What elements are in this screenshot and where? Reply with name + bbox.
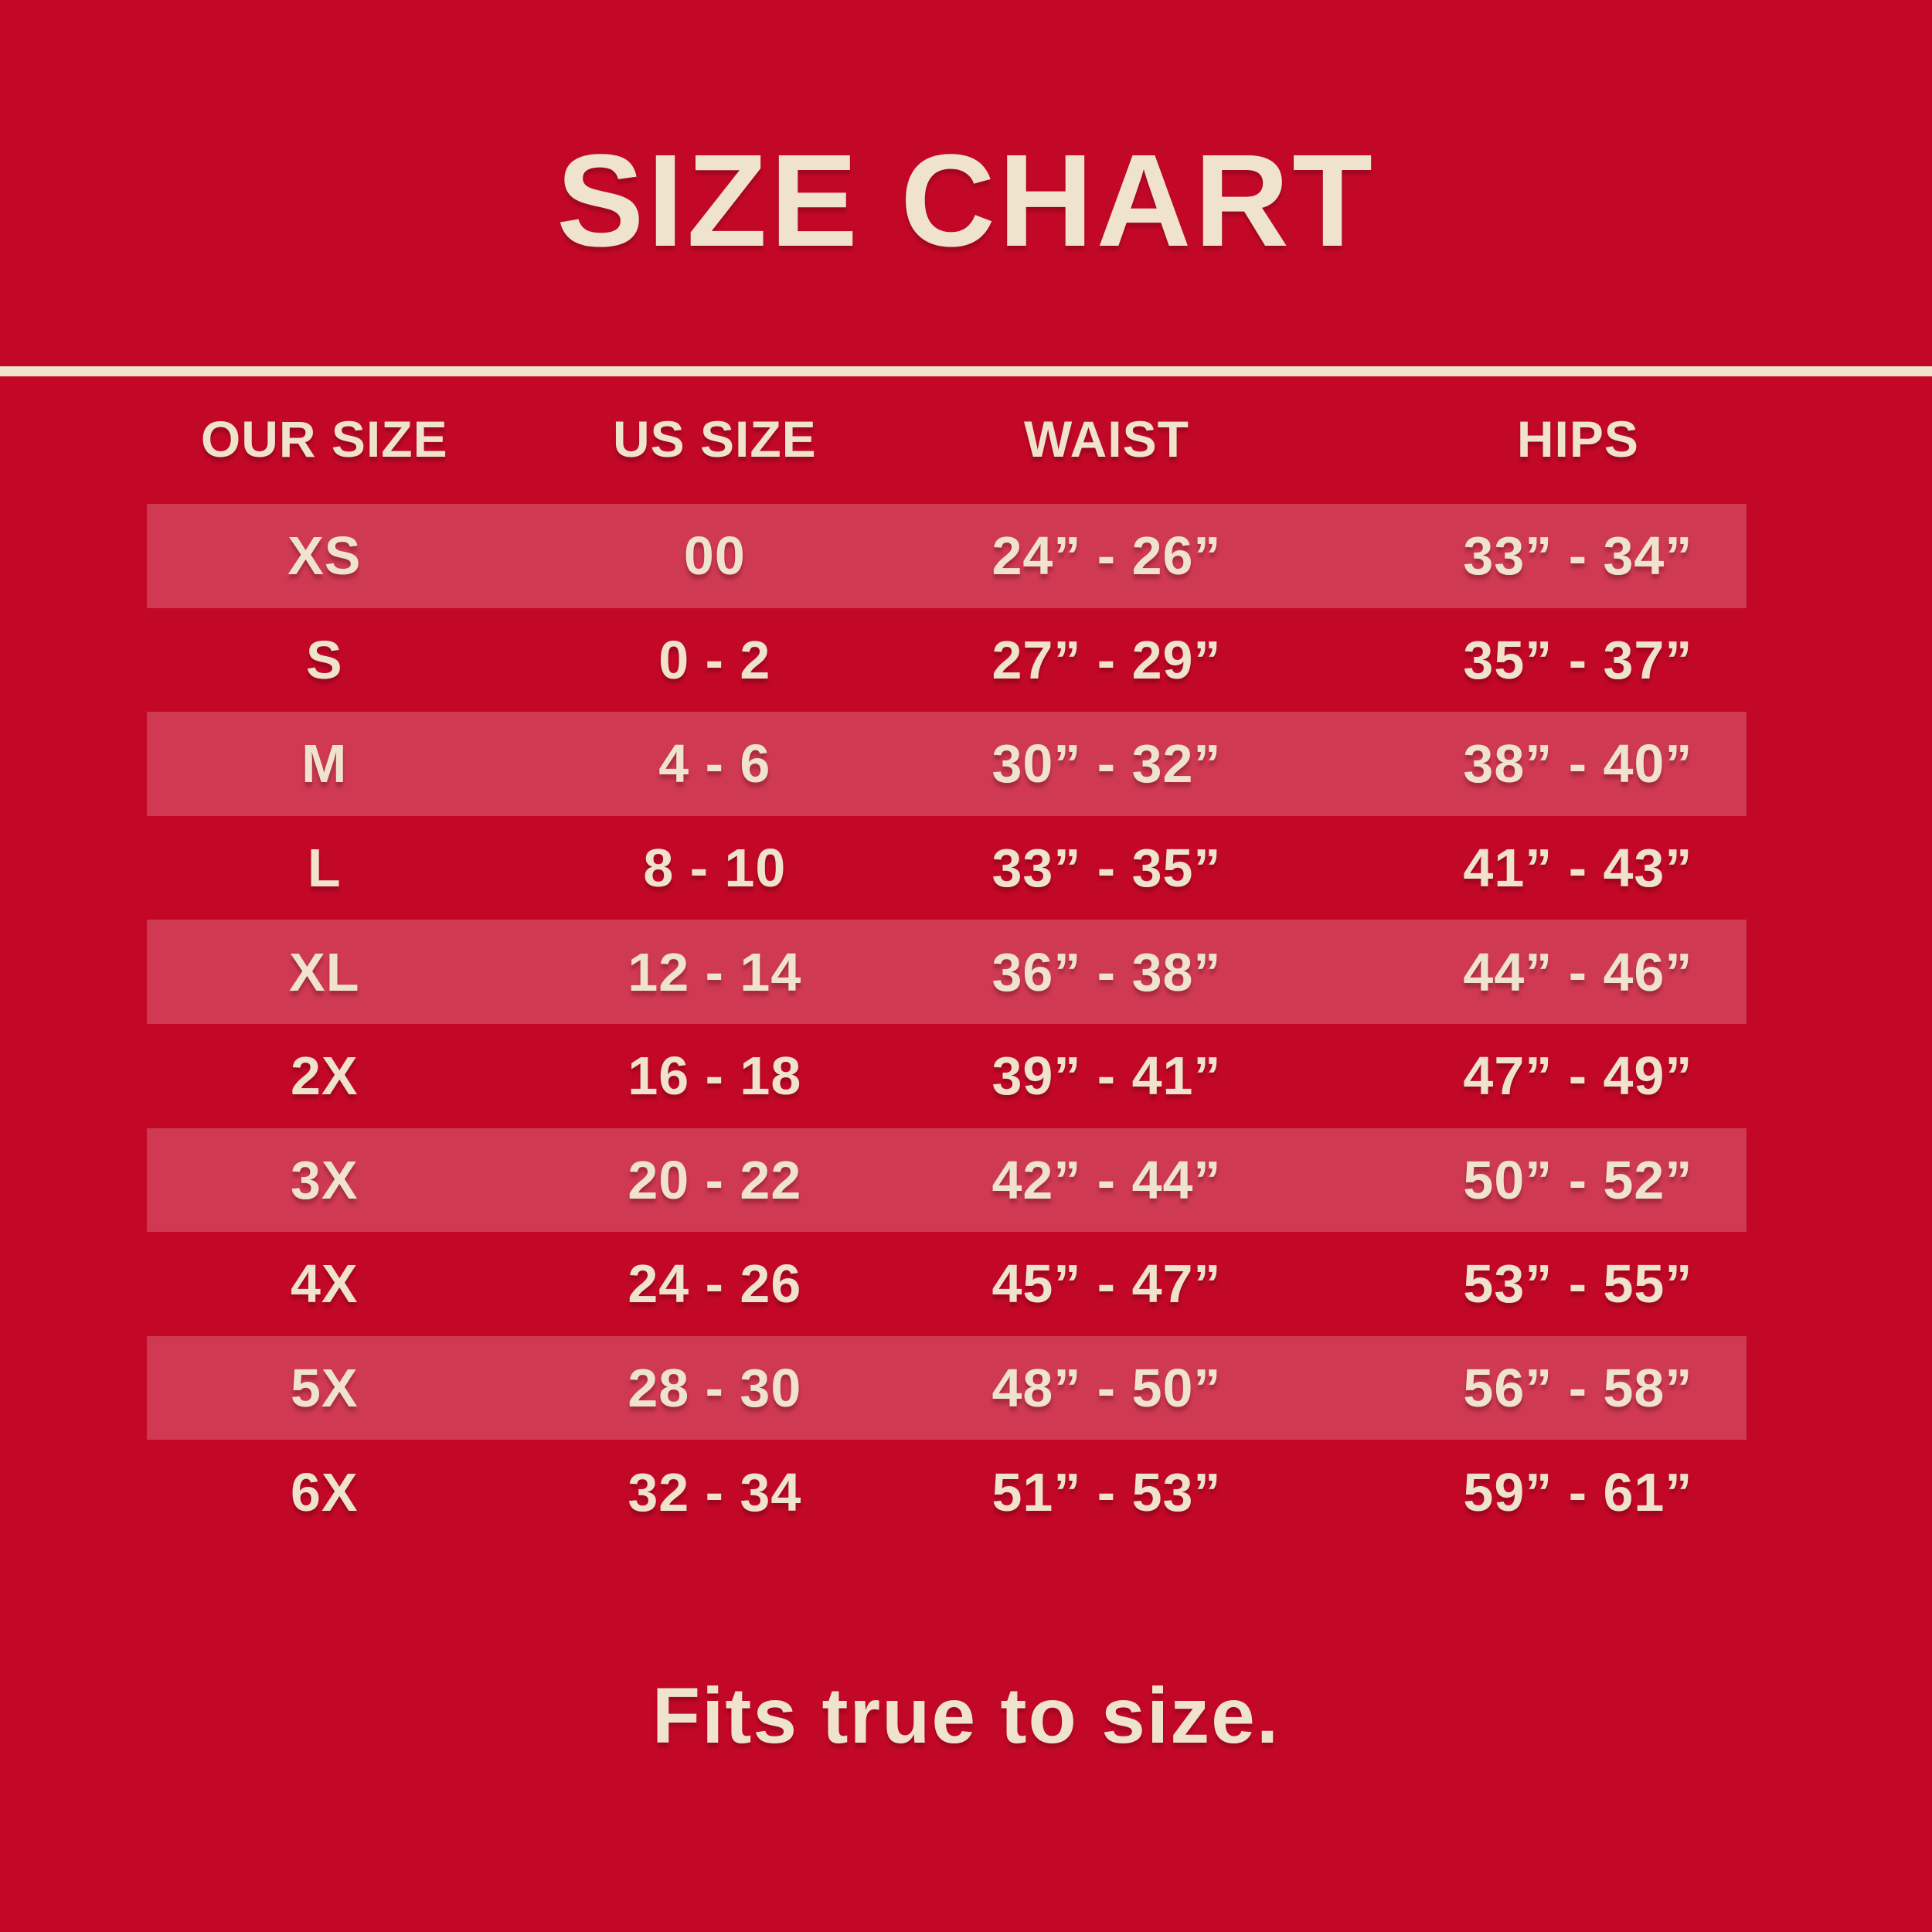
column-header-waist: WAIST [1023,410,1189,468]
cell-our-size: 6X [290,1461,359,1522]
table-row-5x: 5X 28 - 30 48” - 50” 56” - 58” [147,1335,1747,1440]
cell-hips: 38” - 40” [1463,733,1693,794]
table-row-4x: 4X 24 - 26 45” - 47” 53” - 55” [147,1232,1747,1336]
fit-note: Fits true to size. [651,1672,1281,1760]
table-row-xl: XL 12 - 14 36” - 38” 44” - 46” [147,920,1747,1024]
cell-our-size: L [307,838,342,899]
table-row-xs: XS 00 24” - 26” 33” - 34” [147,504,1747,608]
table-row-s: S 0 - 2 27” - 29” 35” - 37” [147,608,1747,713]
cell-waist: 45” - 47” [992,1253,1222,1315]
cell-hips: 50” - 52” [1463,1149,1693,1210]
cell-hips: 41” - 43” [1463,838,1693,899]
column-header-us-size: US SIZE [612,410,817,468]
divider-line [0,366,1932,376]
cell-our-size: 5X [290,1358,359,1419]
cell-us-size: 4 - 6 [658,733,771,794]
cell-us-size: 0 - 2 [658,629,771,690]
cell-us-size: 8 - 10 [643,838,787,899]
table-row-2x: 2X 16 - 18 39” - 41” 47” - 49” [147,1024,1747,1128]
cell-waist: 27” - 29” [992,629,1222,690]
cell-our-size: XS [287,526,362,587]
page-title: SIZE CHART [556,128,1376,274]
cell-waist: 33” - 35” [992,838,1222,899]
cell-waist: 42” - 44” [992,1149,1222,1210]
cell-waist: 36” - 38” [992,941,1222,1002]
table-row-l: L 8 - 10 33” - 35” 41” - 43” [147,816,1747,920]
column-header-our-size: OUR SIZE [200,410,448,468]
cell-us-size: 28 - 30 [628,1358,802,1419]
cell-hips: 47” - 49” [1463,1046,1693,1107]
cell-us-size: 16 - 18 [628,1046,802,1107]
cell-us-size: 24 - 26 [628,1253,802,1315]
size-table: XS 00 24” - 26” 33” - 34” S 0 - 2 27” - … [147,504,1747,1544]
cell-our-size: 2X [290,1046,359,1107]
cell-hips: 44” - 46” [1463,941,1693,1002]
cell-waist: 39” - 41” [992,1046,1222,1107]
cell-waist: 48” - 50” [992,1358,1222,1419]
cell-us-size: 32 - 34 [628,1461,802,1522]
cell-waist: 51” - 53” [992,1461,1222,1522]
cell-waist: 24” - 26” [992,526,1222,587]
cell-our-size: S [305,629,343,690]
table-row-m: M 4 - 6 30” - 32” 38” - 40” [147,712,1747,816]
cell-hips: 59” - 61” [1463,1461,1693,1522]
cell-waist: 30” - 32” [992,733,1222,794]
cell-hips: 56” - 58” [1463,1358,1693,1419]
cell-our-size: 3X [290,1149,359,1210]
cell-us-size: 00 [683,526,746,587]
cell-hips: 53” - 55” [1463,1253,1693,1315]
cell-our-size: 4X [290,1253,359,1315]
column-header-hips: HIPS [1516,410,1639,468]
cell-our-size: XL [289,941,360,1002]
cell-us-size: 12 - 14 [628,941,802,1002]
table-header-row: OUR SIZE US SIZE WAIST HIPS [147,400,1747,478]
table-row-3x: 3X 20 - 22 42” - 44” 50” - 52” [147,1128,1747,1233]
cell-hips: 35” - 37” [1463,629,1693,690]
cell-us-size: 20 - 22 [628,1149,802,1210]
table-row-6x: 6X 32 - 34 51” - 53” 59” - 61” [147,1440,1747,1544]
cell-hips: 33” - 34” [1463,526,1693,587]
cell-our-size: M [301,733,348,794]
